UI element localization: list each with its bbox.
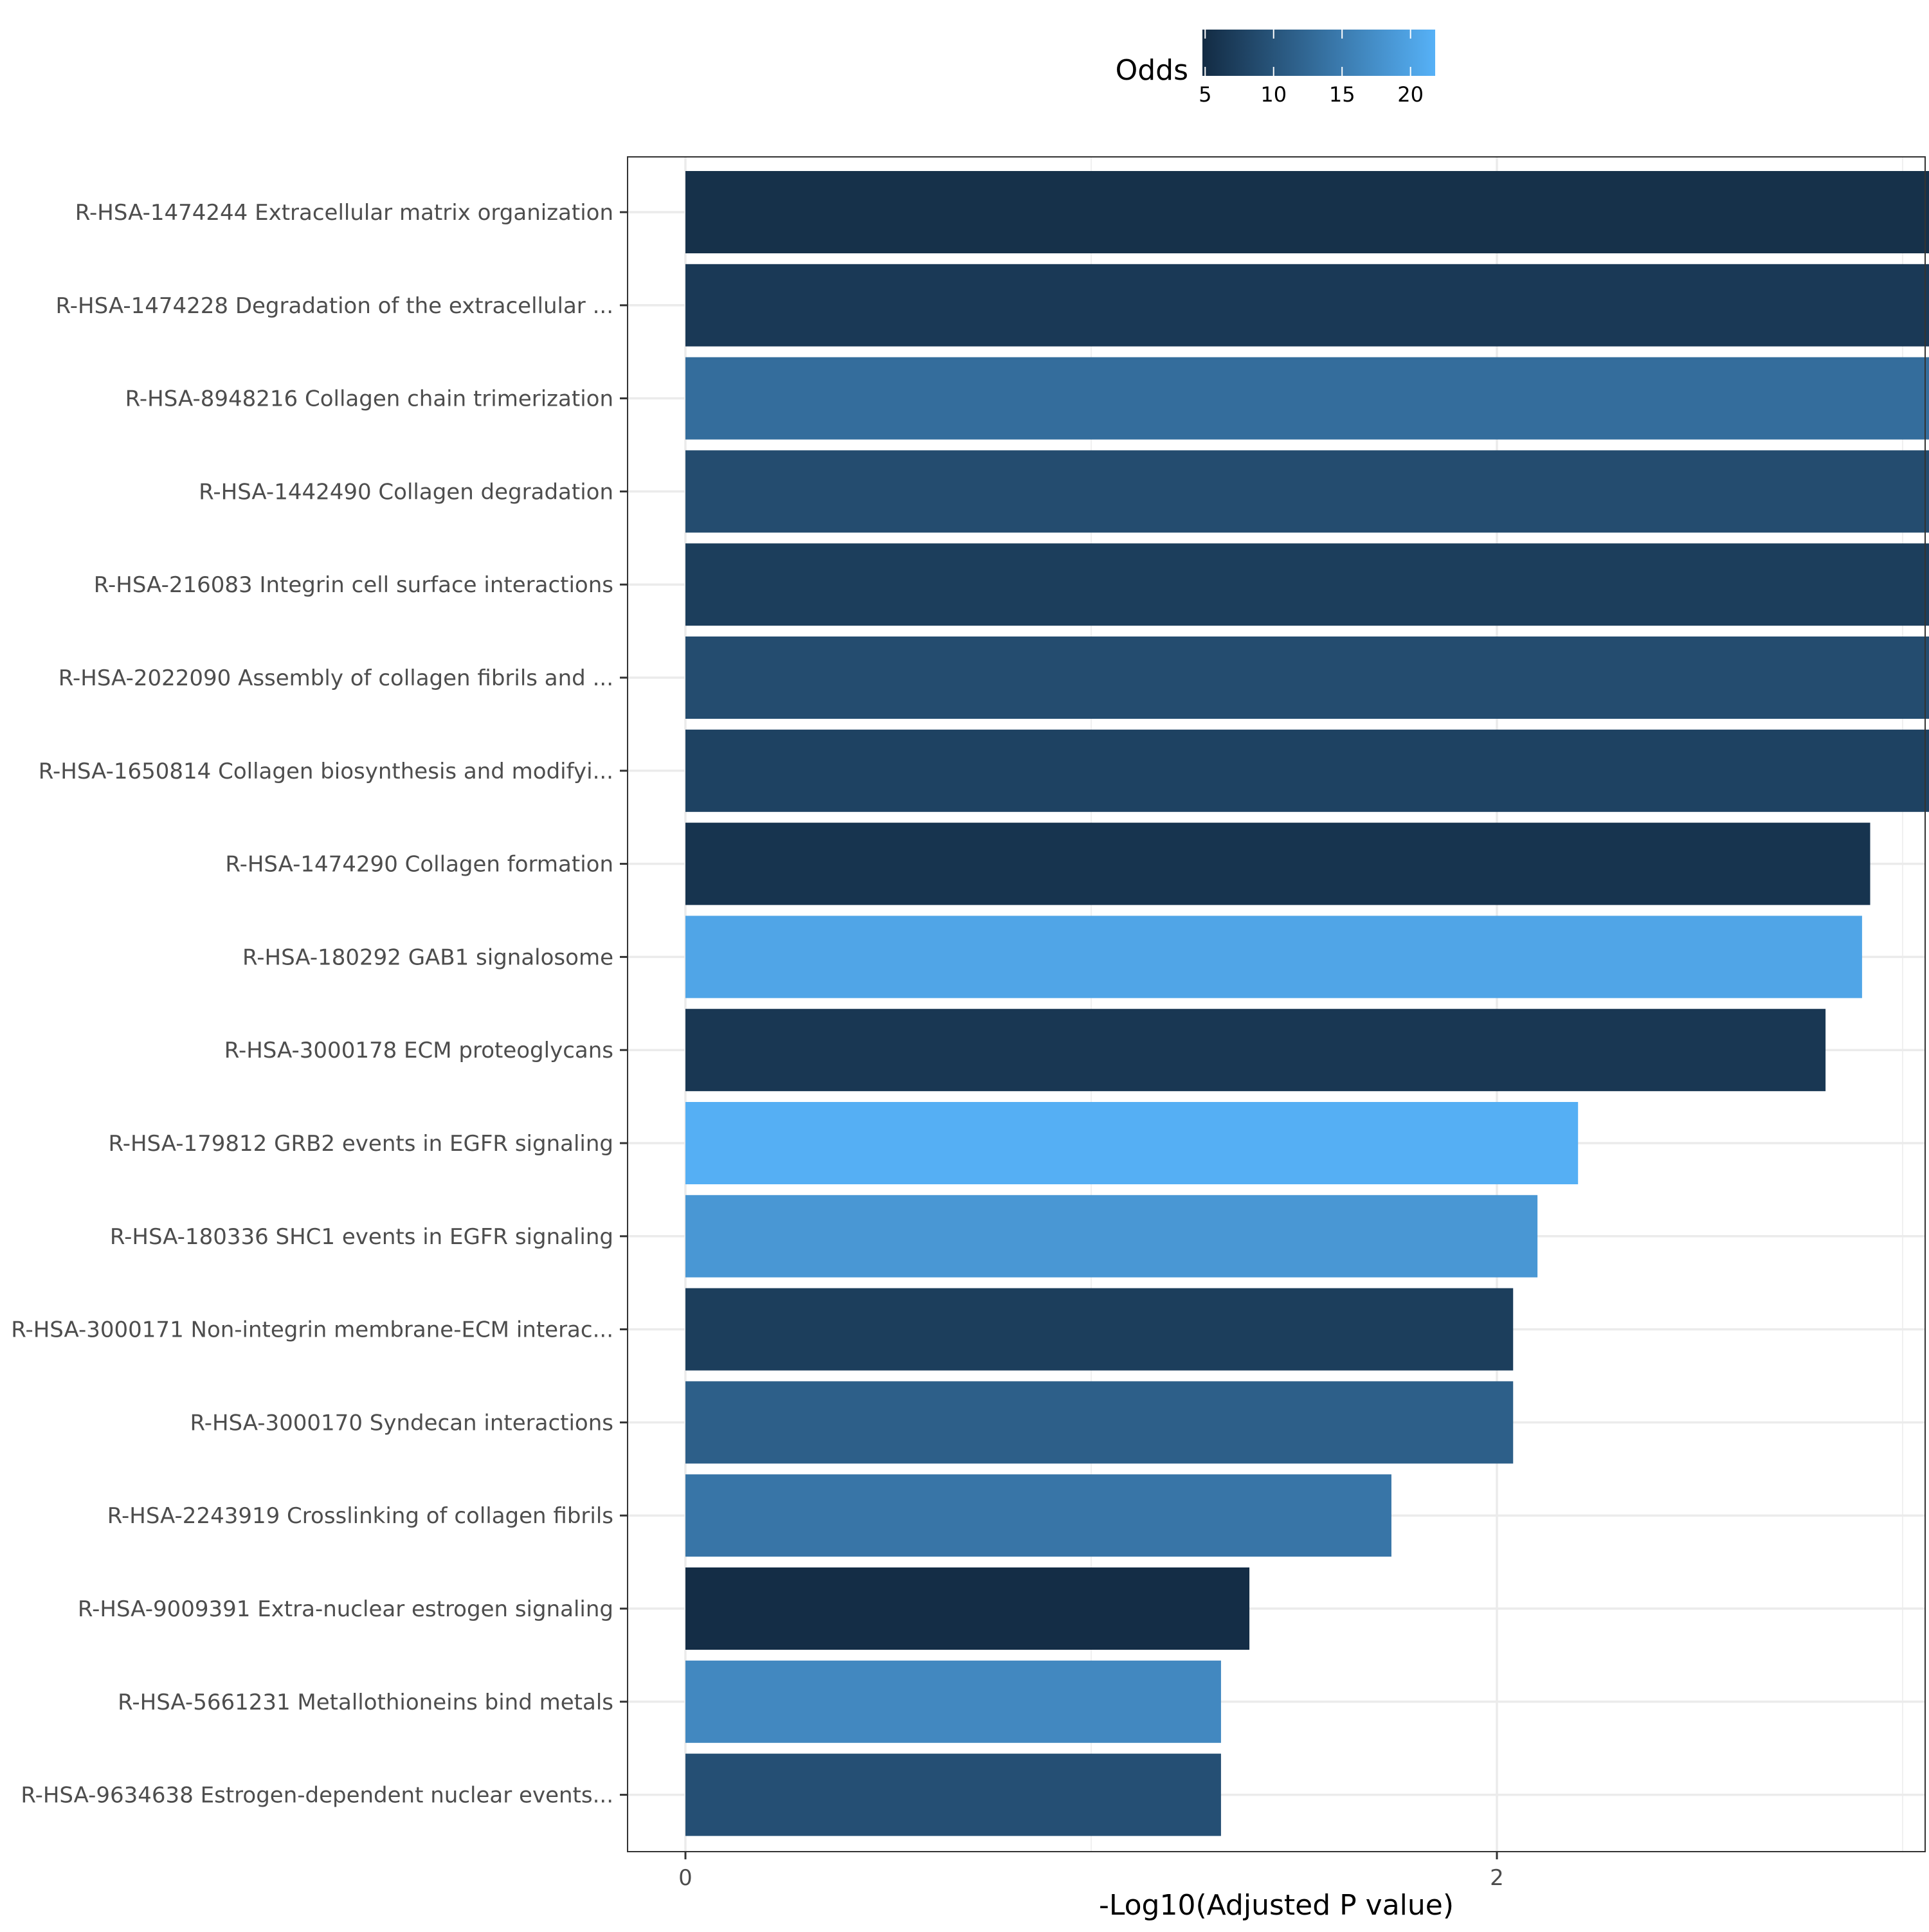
legend-ticks: 5 10 15 20 [1199,30,1424,107]
legend-tick-label: 5 [1199,82,1211,107]
bar [685,543,1929,626]
plot-panel-border [627,156,1926,1852]
legend-title: Odds [1116,54,1188,87]
bar [685,357,1929,440]
y-axis: R-HSA-1474244 Extracellular matrix organ… [11,200,628,1809]
bar [685,264,1929,347]
y-tick-label: R-HSA-1474228 Degradation of the extrace… [56,293,613,319]
bar [685,1288,1514,1371]
y-tick-label: R-HSA-1474290 Collagen formation [225,852,613,878]
y-tick-label: R-HSA-1474244 Extracellular matrix organ… [75,200,613,226]
y-tick-label: R-HSA-9009391 Extra-nuclear estrogen sig… [78,1596,613,1622]
y-tick-label: R-HSA-9634638 Estrogen-dependent nuclear… [21,1783,613,1809]
bar [685,636,1929,719]
y-tick-label: R-HSA-180336 SHC1 events in EGFR signali… [110,1224,613,1250]
y-tick-label: R-HSA-180292 GAB1 signalosome [242,944,613,970]
bar [685,729,1929,812]
bars [685,171,1929,1836]
legend-tick-label: 20 [1397,82,1424,107]
bar [685,1660,1221,1743]
legend-colorbar [1202,30,1435,76]
y-tick-label: R-HSA-3000170 Syndecan interactions [190,1410,613,1436]
bar [685,916,1862,998]
bar [685,1567,1250,1650]
y-tick-label: R-HSA-2243919 Crosslinking of collagen f… [107,1503,613,1529]
x-tick-label: 0 [678,1865,693,1891]
legend-tick-label: 10 [1260,82,1287,107]
y-tick-label: R-HSA-216083 Integrin cell surface inter… [94,572,613,598]
bar [685,1195,1538,1277]
legend: Odds 5 10 15 20 [1116,30,1435,107]
y-tick-label: R-HSA-1650814 Collagen biosynthesis and … [39,759,613,784]
y-tick-label: R-HSA-1442490 Collagen degradation [199,479,613,505]
legend-tick-label: 15 [1329,82,1355,107]
y-tick-label: R-HSA-179812 GRB2 events in EGFR signali… [108,1131,613,1157]
x-axis: 0246 [678,1852,1504,1891]
bar [685,1753,1221,1836]
bar [685,450,1929,533]
bar [685,1009,1826,1092]
bar [685,822,1870,905]
y-tick-label: R-HSA-5661231 Metallothioneins bind meta… [118,1690,613,1715]
bar [685,171,1929,253]
x-axis-title: -Log10(Adjusted P value) [1099,1889,1454,1922]
y-tick-label: R-HSA-3000171 Non-integrin membrane-ECM … [11,1317,613,1343]
bar [685,1102,1579,1184]
x-tick-label: 2 [1490,1865,1504,1891]
y-tick-label: R-HSA-2022090 Assembly of collagen fibri… [59,665,613,691]
y-tick-label: R-HSA-8948216 Collagen chain trimerizati… [125,386,613,412]
bar [685,1474,1391,1557]
y-tick-label: R-HSA-3000178 ECM proteoglycans [224,1038,613,1063]
bar [685,1381,1514,1464]
